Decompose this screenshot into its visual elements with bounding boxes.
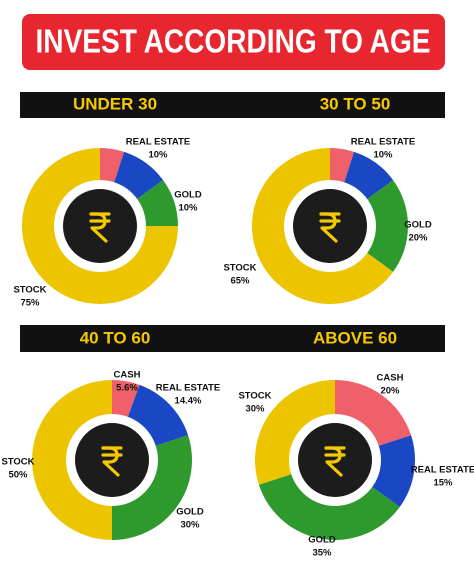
value-label: 35% xyxy=(312,548,332,559)
slice-label: REAL ESTATE xyxy=(411,465,474,476)
icon-badge xyxy=(75,423,149,497)
slice-label: CASH xyxy=(377,373,404,384)
rupee-icon xyxy=(324,446,343,477)
slice-label: GOLD xyxy=(176,507,204,518)
slice-label: STOCK xyxy=(238,391,271,402)
value-label: 14.4% xyxy=(175,396,202,407)
value-label: 10% xyxy=(178,203,198,214)
value-label: 30% xyxy=(180,520,200,531)
slice-label: REAL ESTATE xyxy=(156,383,220,394)
slice-label: CASH xyxy=(114,370,141,381)
chart-header: 40 TO 60 xyxy=(80,328,151,347)
value-label: 20% xyxy=(380,386,400,397)
slice-label: GOLD xyxy=(404,220,432,231)
icon-badge xyxy=(293,189,367,263)
rupee-icon xyxy=(319,212,338,243)
value-label: 5.6% xyxy=(116,383,138,394)
icon-badge xyxy=(298,423,372,497)
value-label: 50% xyxy=(8,470,28,481)
slice-label: STOCK xyxy=(1,457,34,468)
value-label: 15% xyxy=(433,478,453,489)
rupee-icon xyxy=(89,212,108,243)
header-bar xyxy=(20,325,445,352)
slice-label: REAL ESTATE xyxy=(351,137,415,148)
value-label: 10% xyxy=(373,150,393,161)
slice-label: STOCK xyxy=(13,285,46,296)
chart-header: 30 TO 50 xyxy=(320,94,391,113)
value-label: 65% xyxy=(230,276,250,287)
main-title: INVEST ACCORDING TO AGE xyxy=(36,23,431,60)
value-label: 30% xyxy=(245,404,265,415)
slice-label: STOCK xyxy=(223,263,256,274)
chart-header: UNDER 30 xyxy=(73,94,157,113)
value-label: 75% xyxy=(20,298,40,309)
chart-header: ABOVE 60 xyxy=(313,328,397,347)
value-label: 10% xyxy=(148,150,168,161)
icon-badge xyxy=(63,189,137,263)
title-banner xyxy=(22,14,445,70)
slice-label: REAL ESTATE xyxy=(126,137,190,148)
header-bar xyxy=(20,92,445,118)
value-label: 20% xyxy=(408,233,428,244)
slice-label: GOLD xyxy=(308,535,336,546)
slice-label: GOLD xyxy=(174,190,202,201)
rupee-icon xyxy=(101,446,120,477)
